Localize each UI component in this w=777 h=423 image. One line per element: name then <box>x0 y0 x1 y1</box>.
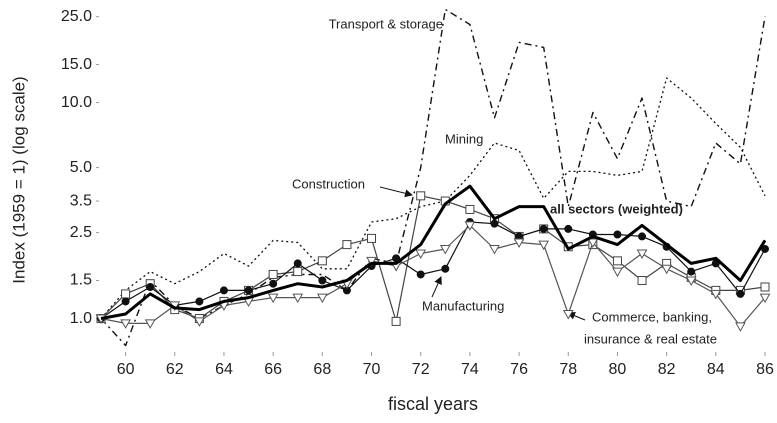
y-tick-label: 10.0 <box>61 94 92 111</box>
y-axis-label: Index (1959 = 1) (log scale) <box>9 76 28 283</box>
marker <box>342 240 352 250</box>
marker <box>194 317 205 327</box>
marker <box>367 233 377 243</box>
marker <box>636 249 648 260</box>
marker <box>539 224 548 233</box>
marker <box>416 270 425 279</box>
marker <box>366 256 377 267</box>
annotation: insurance & real estate <box>584 331 717 346</box>
x-tick-label: 70 <box>363 361 381 378</box>
marker <box>439 244 451 255</box>
marker <box>661 264 672 275</box>
marker <box>760 282 770 292</box>
y-tick-label: 1.5 <box>70 272 92 289</box>
x-tick-label: 66 <box>264 361 282 378</box>
marker <box>736 289 745 298</box>
arrow <box>379 186 413 198</box>
series-line <box>100 195 766 322</box>
x-tick-label: 64 <box>215 361 233 378</box>
marker <box>562 309 574 320</box>
x-tick-label: 74 <box>461 361 479 378</box>
annotation: Commerce, banking, <box>592 309 712 324</box>
annotation: Construction <box>292 176 365 191</box>
marker <box>120 319 131 329</box>
marker <box>465 204 475 214</box>
marker <box>637 276 647 286</box>
x-tick-label: 86 <box>756 361 774 378</box>
marker <box>146 282 155 291</box>
y-tick-label: 3.5 <box>70 192 92 209</box>
marker <box>685 276 697 287</box>
marker <box>269 279 278 288</box>
marker <box>612 256 622 266</box>
annotation: Mining <box>445 131 483 146</box>
marker <box>317 256 327 266</box>
marker <box>441 264 450 273</box>
annotation: Transport & storage <box>329 16 443 31</box>
marker <box>219 286 228 295</box>
marker <box>587 238 599 249</box>
x-tick-label: 72 <box>412 361 430 378</box>
x-tick-label: 76 <box>510 361 528 378</box>
marker <box>416 191 426 201</box>
series-line <box>100 221 766 319</box>
marker <box>735 322 746 332</box>
arrow <box>431 276 442 298</box>
series-line <box>100 184 767 320</box>
x-tick-label: 82 <box>658 361 676 378</box>
y-tick-label: 25.0 <box>61 8 92 25</box>
series-line <box>100 8 766 347</box>
y-tick-label: 15.0 <box>61 56 92 73</box>
marker <box>538 240 550 251</box>
annotation: Manufacturing <box>422 298 504 313</box>
x-tick-label: 60 <box>117 361 135 378</box>
x-tick-label: 84 <box>707 361 725 378</box>
series-line <box>100 224 766 327</box>
marker <box>244 286 253 295</box>
marker <box>490 219 499 228</box>
marker <box>613 230 622 239</box>
marker <box>464 221 476 231</box>
marker <box>121 297 130 306</box>
y-tick-label: 5.0 <box>70 159 92 176</box>
marker <box>391 316 401 326</box>
marker <box>292 293 304 304</box>
marker <box>268 269 278 279</box>
marker <box>267 293 279 304</box>
marker <box>710 289 722 300</box>
marker <box>687 267 696 276</box>
marker <box>293 259 302 268</box>
marker <box>513 238 525 249</box>
marker <box>121 289 131 299</box>
marker <box>318 276 327 285</box>
x-tick-label: 78 <box>559 361 577 378</box>
annotation: all sectors (weighted) <box>550 201 683 216</box>
marker <box>489 244 500 255</box>
x-tick-label: 68 <box>313 361 331 378</box>
x-axis-label: fiscal years <box>388 394 478 414</box>
marker <box>415 249 427 260</box>
marker <box>316 293 328 304</box>
marker <box>564 224 573 233</box>
marker <box>195 297 204 306</box>
y-tick-label: 2.5 <box>70 224 92 241</box>
marker <box>638 232 647 241</box>
x-tick-label: 80 <box>609 361 627 378</box>
marker <box>759 293 771 304</box>
marker <box>144 319 156 329</box>
y-tick-label: 1.0 <box>70 310 92 327</box>
marker <box>612 267 623 278</box>
marker <box>293 267 303 277</box>
x-tick-label: 62 <box>166 361 184 378</box>
